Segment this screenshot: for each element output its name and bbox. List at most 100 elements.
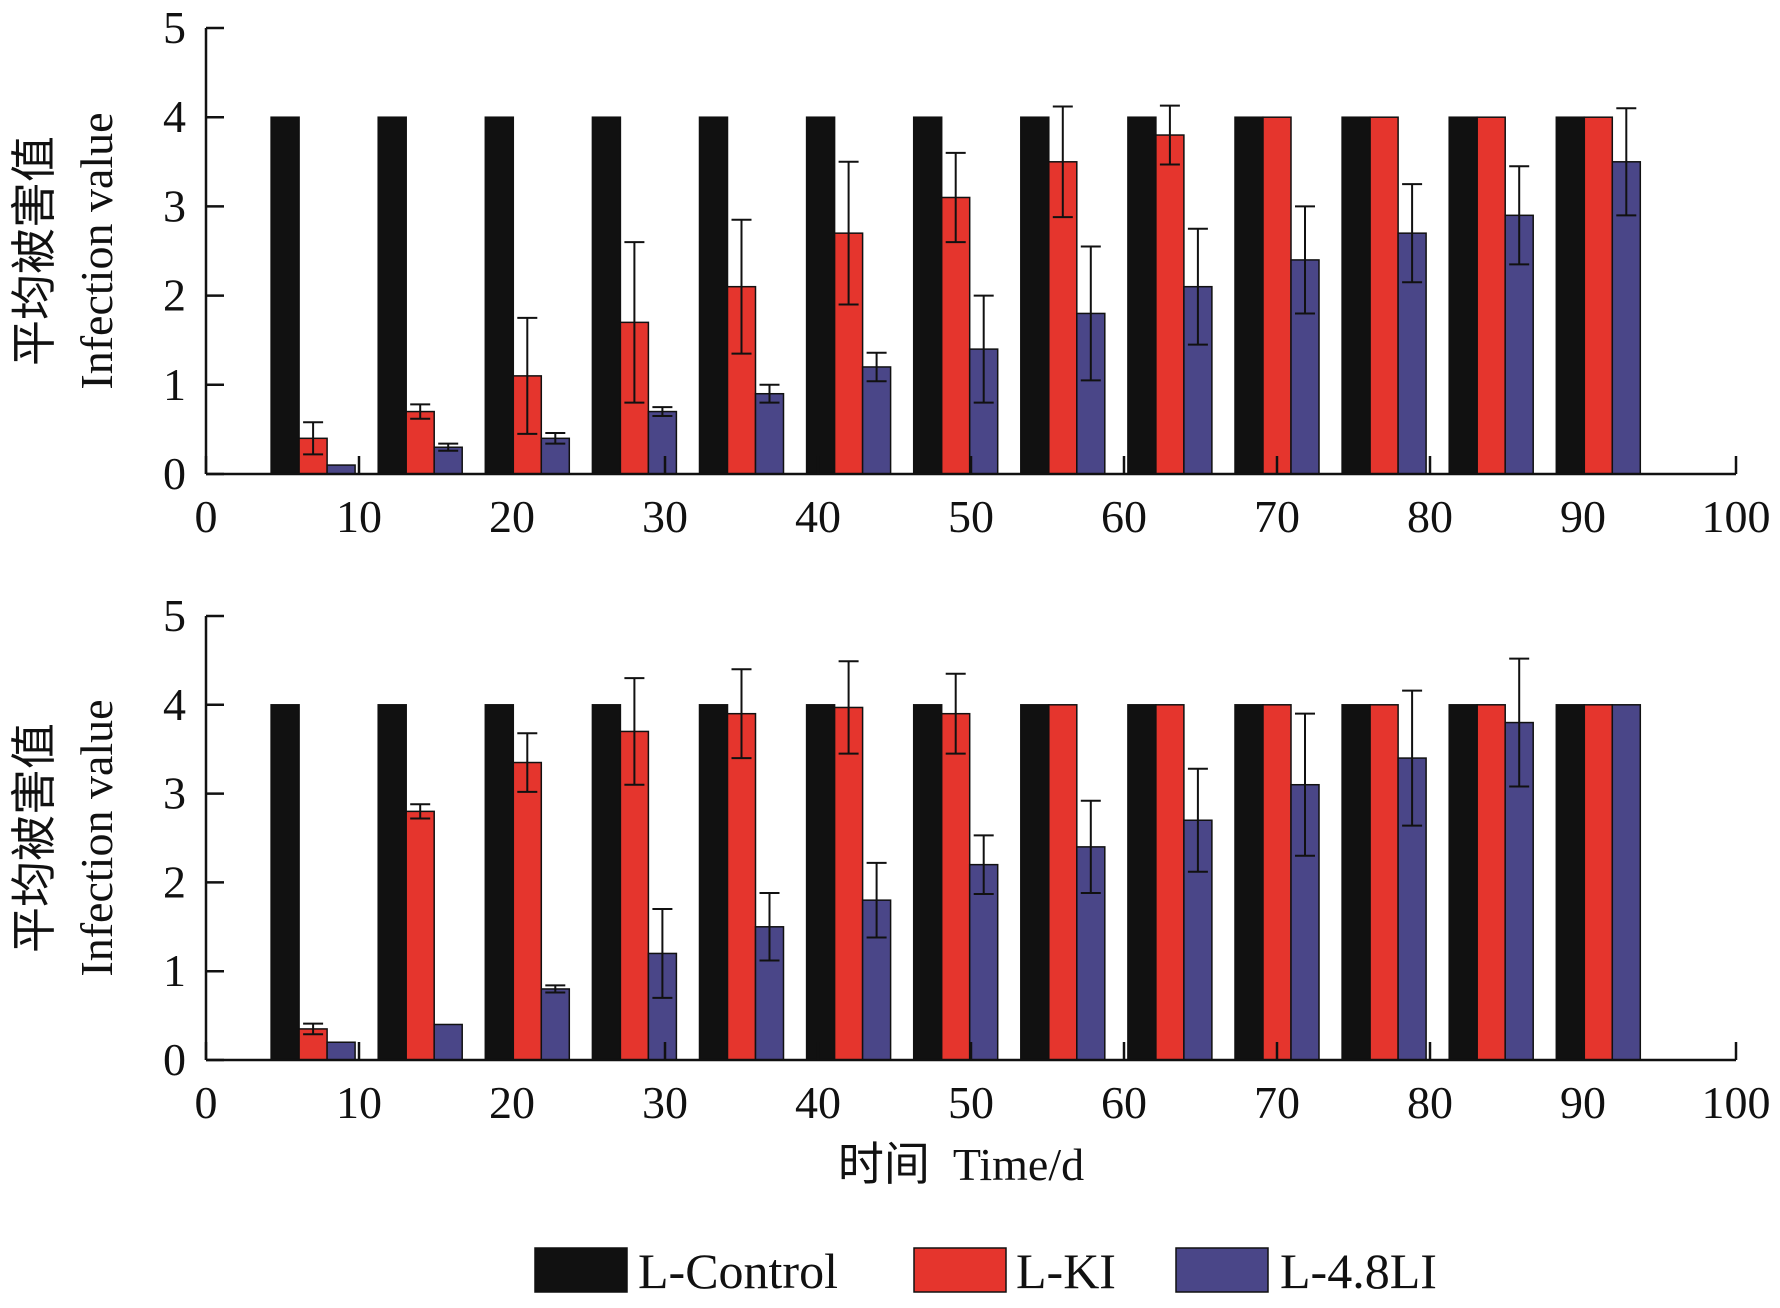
bar-L-Control-5 (805, 704, 836, 1061)
x-tick-label-40: 40 (795, 491, 841, 542)
x-tick-label-10: 10 (336, 1077, 382, 1128)
legend: L-Control L-KI L-4.8LI (534, 1243, 1437, 1299)
bar-L-KI-8 (1155, 134, 1185, 475)
bar-L-KI-8 (1155, 704, 1185, 1061)
y-tick-label-2: 2 (163, 270, 186, 321)
x-tick-label-80: 80 (1407, 491, 1453, 542)
bar-L-KI-1 (405, 810, 435, 1061)
y-tick-label-5: 5 (163, 2, 186, 53)
bar-L-4.8LI-3 (647, 952, 678, 1061)
x-tick-label-90: 90 (1560, 491, 1606, 542)
x-tick-label-20: 20 (489, 1077, 535, 1128)
bar-L-KI-5 (833, 706, 864, 1061)
bar-L-Control-1 (377, 116, 407, 475)
x-tick-label-60: 60 (1101, 1077, 1147, 1128)
bar-L-4.8LI-0 (326, 464, 356, 475)
x-tick-label-100: 100 (1702, 1077, 1771, 1128)
bar-L-KI-10 (1369, 704, 1399, 1061)
bar-L-4.8LI-12 (1611, 704, 1642, 1061)
bar-L-KI-10 (1369, 116, 1399, 475)
x-tick-label-10: 10 (336, 491, 382, 542)
x-tick-label-0: 0 (195, 1077, 218, 1128)
y-tick-label-0: 0 (163, 448, 186, 499)
bar-L-KI-6 (940, 712, 971, 1061)
bar-L-KI-2 (512, 761, 543, 1061)
bar-L-4.8LI-4 (754, 392, 785, 475)
x-tick-label-70: 70 (1254, 1077, 1300, 1128)
legend-label-L-KI: L-KI (1016, 1243, 1116, 1299)
y-tick-label-3: 3 (163, 768, 186, 819)
bar-L-KI-7 (1048, 704, 1078, 1061)
y-tick-label-4: 4 (163, 679, 186, 730)
bar-L-Control-2 (484, 704, 515, 1061)
bar-L-Control-12 (1555, 704, 1586, 1061)
x-tick-label-30: 30 (642, 1077, 688, 1128)
bar-L-4.8LI-5 (861, 366, 892, 475)
y-axis-title-en: Infection value (71, 699, 122, 976)
bar-L-Control-10 (1341, 116, 1371, 475)
x-tick-label-0: 0 (195, 491, 218, 542)
bar-L-KI-6 (940, 196, 971, 475)
bar-L-Control-1 (377, 704, 407, 1061)
bar-L-Control-2 (484, 116, 515, 475)
bar-L-4.8LI-6 (968, 863, 999, 1061)
y-tick-label-0: 0 (163, 1034, 186, 1085)
bar-L-KI-11 (1476, 704, 1506, 1061)
legend-label-L-Control: L-Control (638, 1243, 838, 1299)
bar-L-Control-3 (591, 704, 622, 1061)
bar-L-Control-6 (912, 704, 943, 1061)
bar-L-Control-7 (1020, 704, 1050, 1061)
x-tick-label-20: 20 (489, 491, 535, 542)
x-tick-label-60: 60 (1101, 491, 1147, 542)
x-tick-label-40: 40 (795, 1077, 841, 1128)
bar-L-KI-9 (1262, 704, 1292, 1061)
bar-L-KI-9 (1262, 116, 1292, 475)
bar-L-Control-6 (912, 116, 943, 475)
x-tick-label-80: 80 (1407, 1077, 1453, 1128)
x-tick-label-50: 50 (948, 1077, 994, 1128)
bar-L-4.8LI-0 (326, 1041, 356, 1061)
bar-L-Control-4 (698, 116, 729, 475)
bar-L-KI-4 (726, 712, 757, 1061)
bar-L-KI-12 (1583, 704, 1614, 1061)
bar-L-Control-0 (270, 116, 300, 475)
bar-L-Control-7 (1020, 116, 1050, 475)
bar-L-Control-8 (1127, 704, 1157, 1061)
bar-L-KI-11 (1476, 116, 1506, 475)
bar-L-Control-11 (1448, 704, 1478, 1061)
x-tick-label-50: 50 (948, 491, 994, 542)
bar-L-Control-12 (1555, 116, 1586, 475)
bar-L-Control-3 (591, 116, 622, 475)
x-tick-label-30: 30 (642, 491, 688, 542)
bar-L-Control-10 (1341, 704, 1371, 1061)
legend-swatch-L-KI (913, 1247, 1007, 1293)
y-tick-label-1: 1 (163, 359, 186, 410)
x-axis-title: 时间 Time/d (838, 1139, 1084, 1190)
y-axis-title-en: Infection value (71, 112, 122, 389)
bar-L-KI-1 (405, 410, 435, 475)
y-tick-label-3: 3 (163, 180, 186, 231)
bar-L-Control-4 (698, 704, 729, 1061)
legend-label-L-4.8LI: L-4.8LI (1280, 1243, 1437, 1299)
bar-L-KI-12 (1583, 116, 1614, 475)
bar-L-Control-8 (1127, 116, 1157, 475)
legend-swatch-L-Control (534, 1247, 628, 1293)
y-tick-label-4: 4 (163, 91, 186, 142)
x-tick-label-90: 90 (1560, 1077, 1606, 1128)
x-tick-label-100: 100 (1702, 491, 1771, 542)
bar-L-4.8LI-2 (540, 988, 571, 1061)
y-tick-label-5: 5 (163, 590, 186, 641)
bar-L-Control-9 (1234, 704, 1264, 1061)
bar-L-Control-11 (1448, 116, 1478, 475)
bar-L-Control-5 (805, 116, 836, 475)
x-tick-label-70: 70 (1254, 491, 1300, 542)
bar-L-Control-9 (1234, 116, 1264, 475)
y-axis-title-cn: 平均被害值 (9, 136, 60, 366)
bar-L-Control-0 (270, 704, 300, 1061)
legend-swatch-L-4.8LI (1175, 1247, 1269, 1293)
bar-L-4.8LI-3 (647, 410, 678, 475)
bar-L-4.8LI-1 (433, 1023, 463, 1061)
